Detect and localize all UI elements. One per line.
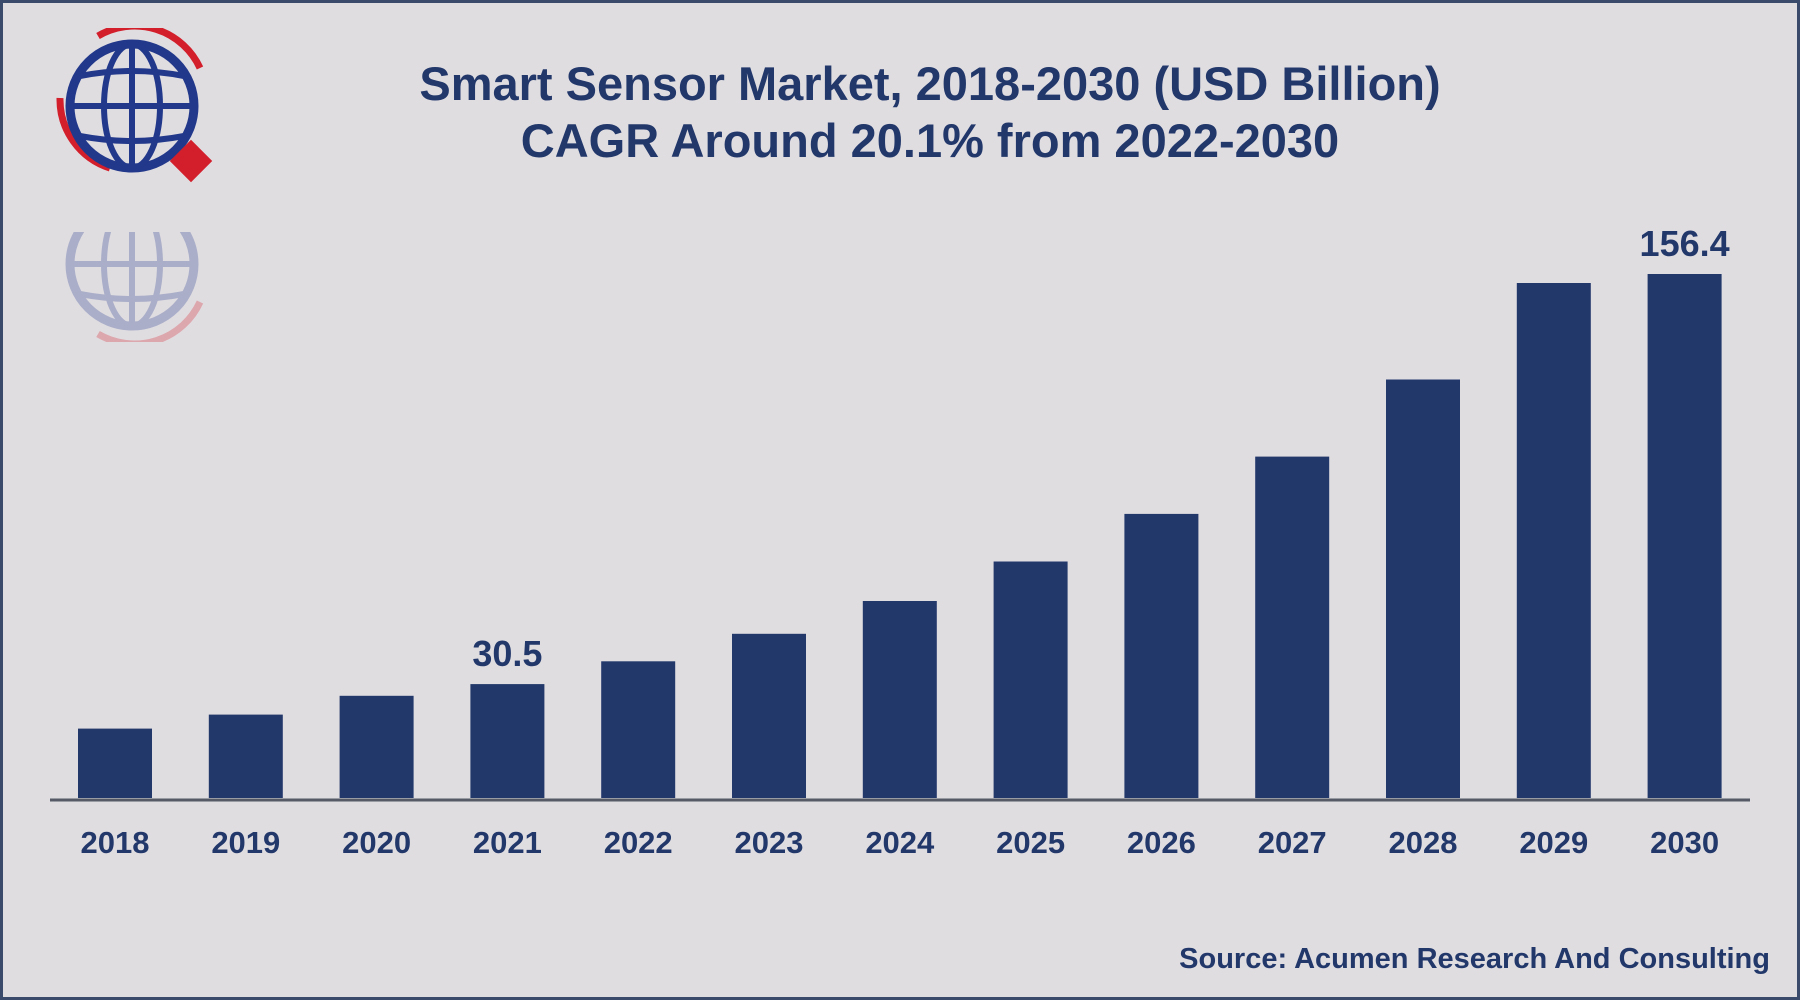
bar-2024 bbox=[862, 601, 937, 798]
bar-2022 bbox=[601, 661, 676, 798]
x-tick-label-2023: 2023 bbox=[735, 825, 804, 860]
bar-2029 bbox=[1516, 283, 1591, 798]
x-tick-label-2024: 2024 bbox=[865, 825, 935, 860]
x-tick-label-2026: 2026 bbox=[1127, 825, 1196, 860]
x-tick-label-2021: 2021 bbox=[473, 825, 542, 860]
data-labels: 30.5 156.4 bbox=[472, 223, 1729, 674]
chart-subtitle: CAGR Around 20.1% from 2022-2030 bbox=[520, 114, 1340, 167]
globe-logo-icon bbox=[56, 28, 213, 183]
bar-2025 bbox=[993, 561, 1068, 798]
bar-2026 bbox=[1124, 513, 1199, 798]
bar-2018 bbox=[78, 728, 152, 798]
data-label-2021: 30.5 bbox=[472, 633, 542, 674]
x-tick-label-2022: 2022 bbox=[604, 825, 673, 860]
data-label-2030: 156.4 bbox=[1640, 223, 1730, 264]
x-tick-label-2028: 2028 bbox=[1389, 825, 1458, 860]
x-tick-label-2025: 2025 bbox=[996, 825, 1065, 860]
bar-2021 bbox=[470, 684, 545, 798]
x-tick-label-2027: 2027 bbox=[1258, 825, 1327, 860]
x-tick-label-2019: 2019 bbox=[211, 825, 280, 860]
bar-2028 bbox=[1386, 379, 1460, 798]
x-tick-label-2029: 2029 bbox=[1519, 825, 1588, 860]
x-tick-label-2030: 2030 bbox=[1650, 825, 1719, 860]
x-tick-label-2020: 2020 bbox=[342, 825, 411, 860]
bar-2023 bbox=[732, 633, 806, 798]
x-tick-label-2018: 2018 bbox=[81, 825, 150, 860]
x-tick-labels: 2018 2019 2020 2021 2022 2023 2024 2025 2026 2027… bbox=[81, 825, 1720, 860]
bar-2019 bbox=[208, 714, 283, 798]
bar-2020 bbox=[339, 695, 414, 798]
source-note: Source: Acumen Research And Consulting bbox=[1179, 943, 1770, 975]
bar-2027 bbox=[1255, 456, 1330, 798]
bar-group bbox=[78, 274, 1722, 798]
globe-logo-reflection-icon bbox=[65, 232, 204, 342]
chart-title: Smart Sensor Market, 2018-2030 (USD Bill… bbox=[419, 57, 1441, 110]
bar-2030 bbox=[1647, 274, 1722, 798]
